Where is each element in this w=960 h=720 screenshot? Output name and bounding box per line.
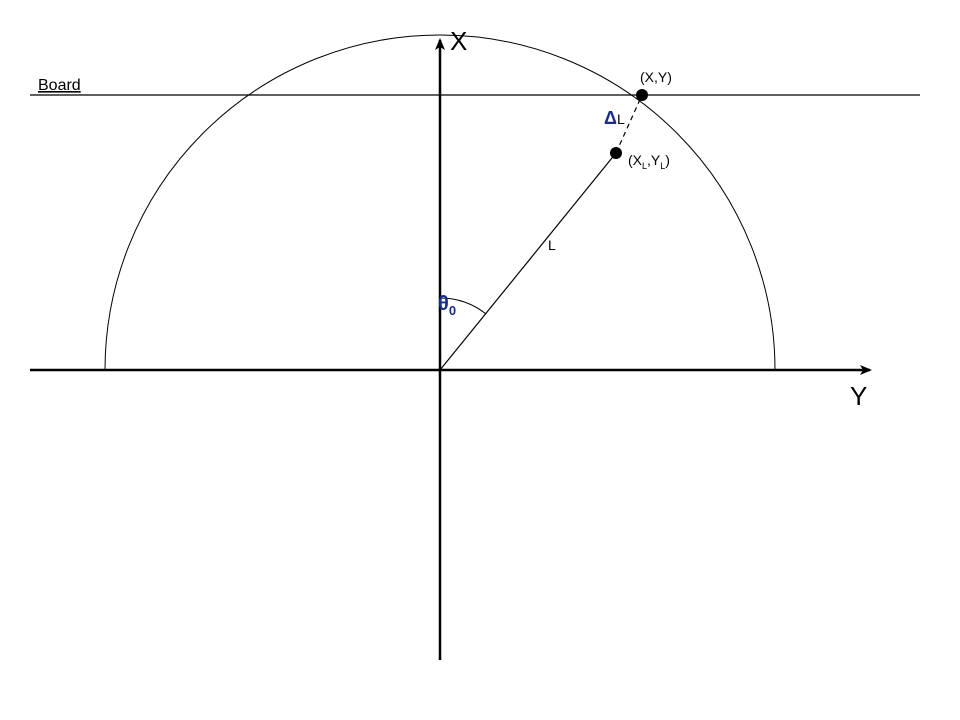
radius-line — [440, 153, 616, 370]
radius-label: L — [548, 237, 556, 253]
point-xy-label: (X,Y) — [640, 69, 672, 85]
delta-l-label: ΔL — [604, 108, 625, 128]
point-xl-yl — [610, 147, 622, 159]
theta-label: θ0 — [438, 293, 456, 318]
board-label: Board — [38, 77, 81, 94]
x-axis-label: X — [450, 26, 467, 56]
point-x-y — [636, 89, 648, 101]
y-axis-label: Y — [850, 381, 867, 411]
point-xl-label: (XL,YL) — [628, 152, 670, 171]
